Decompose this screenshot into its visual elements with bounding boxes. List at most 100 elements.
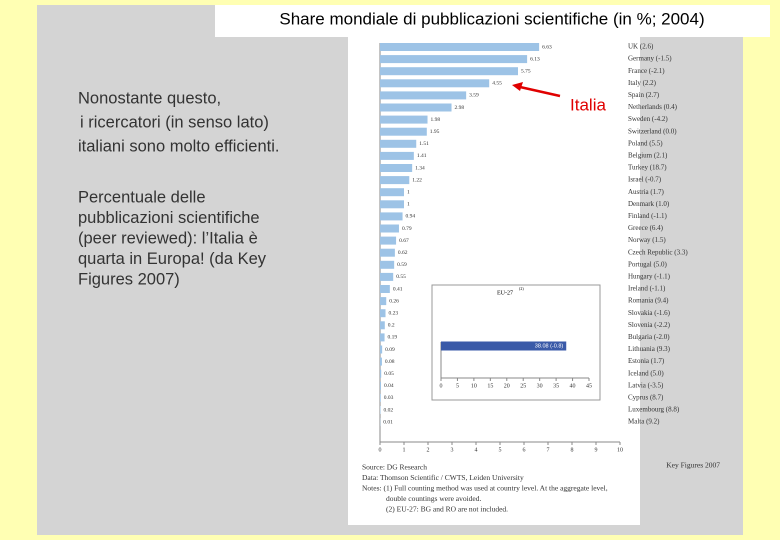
value-label: 6.13 bbox=[530, 56, 540, 62]
category-label: Bulgaria (-2.0) bbox=[628, 333, 670, 341]
category-label: Italy (2.2) bbox=[628, 79, 657, 87]
x-tick-label: 40 bbox=[570, 383, 576, 389]
bar bbox=[380, 370, 381, 378]
x-tick-label: 45 bbox=[586, 383, 592, 389]
value-label: 2.98 bbox=[455, 105, 465, 111]
bar bbox=[380, 249, 395, 257]
inset-title: EU-27 bbox=[497, 290, 513, 296]
value-label: 3.59 bbox=[469, 93, 479, 99]
x-tick-label: 7 bbox=[547, 447, 550, 453]
value-label: 0.94 bbox=[406, 214, 416, 220]
bar bbox=[380, 273, 393, 281]
x-tick-label: 20 bbox=[504, 383, 510, 389]
bar bbox=[380, 225, 399, 233]
category-label: Latvia (-3.5) bbox=[628, 381, 664, 389]
category-label: Cyprus (8.7) bbox=[628, 394, 664, 402]
x-tick-label: 25 bbox=[520, 383, 526, 389]
note-line: Data: Thomson Scientific / CWTS, Leiden … bbox=[362, 473, 524, 482]
bar bbox=[380, 333, 385, 341]
value-label: 4.55 bbox=[492, 81, 502, 87]
value-label: 0.04 bbox=[384, 383, 394, 389]
category-label: Switzerland (0.0) bbox=[628, 127, 677, 135]
category-label: Israel (-0.7) bbox=[628, 176, 662, 184]
bar bbox=[380, 346, 382, 354]
bar bbox=[380, 176, 409, 184]
paragraph-line: italiani sono molto efficienti. bbox=[78, 137, 279, 155]
category-label: Luxembourg (8.8) bbox=[628, 406, 680, 414]
bar bbox=[380, 91, 466, 99]
category-label: Sweden (-4.2) bbox=[628, 115, 668, 123]
credit: Key Figures 2007 bbox=[666, 461, 720, 470]
annotation: Italia bbox=[570, 95, 606, 114]
category-label: Romania (9.4) bbox=[628, 297, 669, 305]
bar bbox=[380, 285, 390, 293]
x-tick-label: 0 bbox=[379, 447, 382, 453]
paragraph-line: quarta in Europa! (da Key bbox=[78, 250, 267, 268]
value-label: 0.41 bbox=[393, 286, 403, 292]
x-tick-label: 10 bbox=[471, 383, 477, 389]
x-tick-label: 30 bbox=[537, 383, 543, 389]
value-label: 0.79 bbox=[402, 226, 412, 232]
value-label: 0.19 bbox=[388, 335, 398, 341]
value-label: 6.63 bbox=[542, 44, 552, 50]
slide-title: Share mondiale di pubblicazioni scientif… bbox=[279, 9, 704, 28]
category-label: France (-2.1) bbox=[628, 67, 665, 75]
x-tick-label: 6 bbox=[523, 447, 526, 453]
category-label: Poland (5.5) bbox=[628, 139, 663, 147]
x-tick-label: 5 bbox=[456, 383, 459, 389]
bar bbox=[380, 104, 452, 112]
bar bbox=[380, 358, 382, 366]
x-tick-label: 4 bbox=[475, 447, 478, 453]
category-label: Belgium (2.1) bbox=[628, 152, 668, 160]
bar bbox=[380, 79, 489, 87]
note-line: double countings were avoided. bbox=[386, 494, 482, 503]
bar bbox=[380, 67, 518, 75]
paragraph-line: (peer reviewed): l’Italia è bbox=[78, 229, 258, 247]
bar bbox=[380, 212, 403, 220]
category-label: Estonia (1.7) bbox=[628, 357, 665, 365]
x-tick-label: 35 bbox=[553, 383, 559, 389]
category-label: Finland (-1.1) bbox=[628, 212, 668, 220]
category-label: Portugal (5.0) bbox=[628, 260, 668, 268]
value-label: 0.08 bbox=[385, 359, 395, 365]
x-tick-label: 5 bbox=[499, 447, 502, 453]
value-label: 0.67 bbox=[399, 238, 409, 244]
category-label: Slovakia (-1.6) bbox=[628, 309, 671, 317]
value-label: 1.51 bbox=[419, 141, 429, 147]
bar bbox=[380, 382, 381, 390]
bar bbox=[380, 297, 386, 305]
category-label: Germany (-1.5) bbox=[628, 55, 672, 63]
category-label: Denmark (1.0) bbox=[628, 200, 670, 208]
paragraph-line: Percentuale delle bbox=[78, 188, 206, 206]
bar bbox=[380, 55, 527, 63]
x-tick-label: 1 bbox=[403, 447, 406, 453]
category-label: Netherlands (0.4) bbox=[628, 103, 678, 111]
category-label: Czech Republic (3.3) bbox=[628, 248, 688, 256]
x-tick-label: 9 bbox=[595, 447, 598, 453]
value-label: 0.26 bbox=[389, 298, 399, 304]
note-line: Source: DG Research bbox=[362, 463, 427, 472]
category-label: Slovenia (-2.2) bbox=[628, 321, 671, 329]
bar bbox=[380, 309, 386, 317]
value-label: 1.95 bbox=[430, 129, 440, 135]
note-line: (2) EU-27: BG and RO are not included. bbox=[386, 505, 508, 514]
value-label: 1 bbox=[407, 202, 410, 208]
inset-title-note: (2) bbox=[519, 286, 524, 291]
paragraph-line: Nonostante questo, bbox=[78, 89, 221, 107]
bar bbox=[380, 140, 416, 148]
paragraph-line: pubblicazioni scientifiche bbox=[78, 209, 260, 227]
category-label: Spain (2.7) bbox=[628, 91, 660, 99]
category-label: Lithuania (9.3) bbox=[628, 345, 671, 353]
value-label: 1.34 bbox=[415, 165, 425, 171]
bar bbox=[380, 394, 381, 402]
bar bbox=[380, 321, 385, 329]
bar bbox=[380, 152, 414, 160]
bar bbox=[380, 116, 428, 124]
note-line: Notes: (1) Full counting method was used… bbox=[362, 484, 608, 493]
value-label: 0.55 bbox=[396, 274, 406, 280]
value-label: 0.09 bbox=[385, 347, 395, 353]
bar bbox=[380, 237, 396, 245]
value-label: 1 bbox=[407, 189, 410, 195]
value-label: 0.2 bbox=[388, 323, 395, 329]
